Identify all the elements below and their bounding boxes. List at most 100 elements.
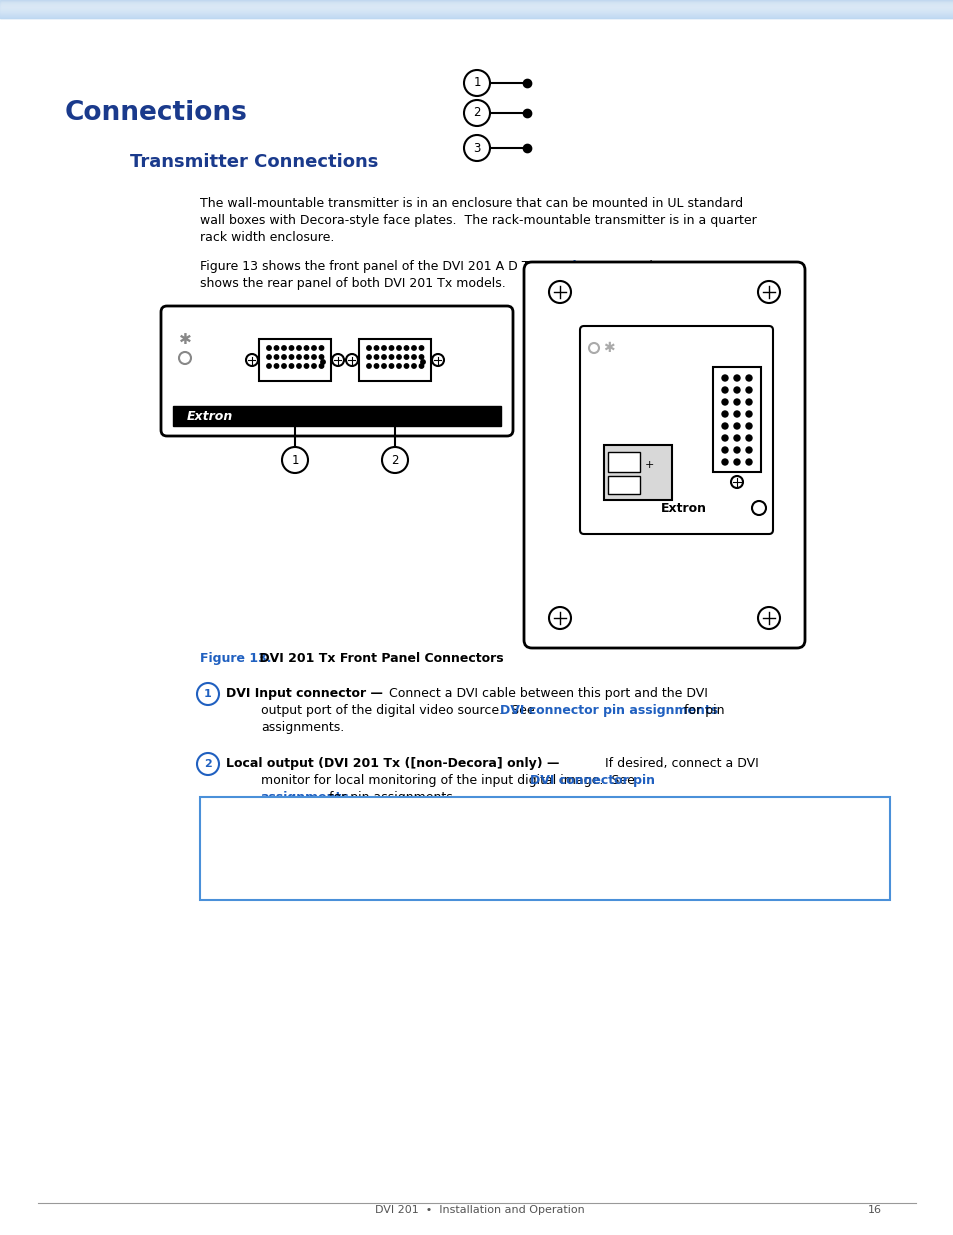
- Text: 16: 16: [867, 1205, 882, 1215]
- Circle shape: [733, 435, 740, 441]
- Circle shape: [745, 435, 751, 441]
- Circle shape: [296, 364, 301, 368]
- Circle shape: [745, 459, 751, 466]
- Circle shape: [274, 346, 278, 351]
- Circle shape: [389, 364, 394, 368]
- Circle shape: [312, 346, 315, 351]
- Circle shape: [289, 346, 294, 351]
- Text: output port of the digital video source.  See: output port of the digital video source.…: [261, 704, 538, 718]
- Text: 3: 3: [473, 142, 480, 154]
- Circle shape: [721, 447, 727, 453]
- Circle shape: [745, 387, 751, 393]
- Circle shape: [721, 375, 727, 382]
- Text: 2: 2: [473, 106, 480, 120]
- Text: DVI connector pin assignments: DVI connector pin assignments: [499, 704, 718, 718]
- Circle shape: [733, 387, 740, 393]
- Text: for pin: for pin: [679, 704, 723, 718]
- Text: DVI connector pin: DVI connector pin: [530, 774, 655, 787]
- Text: Connections: Connections: [65, 100, 248, 126]
- Circle shape: [319, 364, 323, 368]
- Circle shape: [396, 364, 401, 368]
- Circle shape: [588, 343, 598, 353]
- Circle shape: [420, 359, 425, 364]
- Circle shape: [374, 354, 378, 359]
- Bar: [607, 452, 639, 472]
- Circle shape: [304, 346, 309, 351]
- Circle shape: [721, 399, 727, 405]
- Circle shape: [758, 282, 780, 303]
- Text: NOTE:: NOTE:: [214, 811, 258, 824]
- Circle shape: [332, 354, 344, 366]
- Circle shape: [745, 399, 751, 405]
- Circle shape: [419, 346, 423, 351]
- FancyBboxPatch shape: [579, 326, 772, 534]
- Circle shape: [745, 375, 751, 382]
- Bar: [0, 0, 953, 19]
- Circle shape: [196, 683, 219, 705]
- Text: 1: 1: [291, 453, 298, 467]
- Text: Figure 14: Figure 14: [563, 261, 630, 273]
- Circle shape: [396, 354, 401, 359]
- Text: shows the rear panel of both DVI 201 Tx models.: shows the rear panel of both DVI 201 Tx …: [200, 277, 505, 290]
- Circle shape: [246, 354, 257, 366]
- Text: for pin assignments.: for pin assignments.: [325, 790, 456, 804]
- Text: Extron: Extron: [187, 410, 233, 422]
- Circle shape: [432, 354, 443, 366]
- Circle shape: [730, 475, 742, 488]
- Circle shape: [745, 447, 751, 453]
- Text: rack width enclosure.: rack width enclosure.: [200, 231, 334, 245]
- Circle shape: [733, 399, 740, 405]
- Circle shape: [381, 364, 386, 368]
- Text: ✱: ✱: [178, 332, 192, 347]
- Text: , in: , in: [523, 845, 547, 858]
- Circle shape: [304, 364, 309, 368]
- Circle shape: [381, 346, 386, 351]
- Circle shape: [296, 354, 301, 359]
- Text: DVI 201  •  Installation and Operation: DVI 201 • Installation and Operation: [375, 1205, 584, 1215]
- Text: DVI Input connector —: DVI Input connector —: [226, 687, 382, 700]
- Circle shape: [733, 459, 740, 466]
- Circle shape: [404, 354, 408, 359]
- Circle shape: [404, 364, 408, 368]
- Circle shape: [319, 354, 323, 359]
- Circle shape: [745, 424, 751, 429]
- Text: DVI 201 Tx Front Panel Connectors: DVI 201 Tx Front Panel Connectors: [254, 652, 503, 664]
- Text: If desired, connect a DVI: If desired, connect a DVI: [600, 757, 758, 769]
- Circle shape: [320, 359, 325, 364]
- Circle shape: [733, 375, 740, 382]
- Circle shape: [289, 364, 294, 368]
- Circle shape: [381, 354, 386, 359]
- Text: 2: 2: [204, 760, 212, 769]
- Circle shape: [281, 364, 286, 368]
- Circle shape: [366, 364, 371, 368]
- Circle shape: [751, 501, 765, 515]
- Circle shape: [196, 753, 219, 776]
- Circle shape: [319, 346, 323, 351]
- Circle shape: [374, 364, 378, 368]
- Bar: [712, 367, 760, 472]
- Circle shape: [404, 346, 408, 351]
- Bar: [258, 338, 331, 382]
- Circle shape: [745, 411, 751, 417]
- Circle shape: [374, 346, 378, 351]
- Circle shape: [389, 354, 394, 359]
- FancyBboxPatch shape: [161, 306, 513, 436]
- Text: , on the next page,: , on the next page,: [617, 261, 735, 273]
- Circle shape: [463, 100, 490, 126]
- Text: 2: 2: [391, 453, 398, 467]
- Text: The wall-mountable transmitter is in an enclosure that can be mounted in UL stan: The wall-mountable transmitter is in an …: [200, 198, 742, 210]
- Text: item ⓑ: item ⓑ: [485, 845, 529, 858]
- Text: Extron: Extron: [660, 501, 706, 515]
- Circle shape: [267, 364, 271, 368]
- Circle shape: [381, 447, 408, 473]
- Text: In a system where the local output is not used, ensure that you power up: In a system where the local output is no…: [260, 811, 727, 824]
- Circle shape: [721, 387, 727, 393]
- Circle shape: [419, 364, 423, 368]
- Circle shape: [721, 459, 727, 466]
- Text: assignments: assignments: [261, 790, 350, 804]
- Text: Local output (DVI 201 Tx ([non-Decora] only) —: Local output (DVI 201 Tx ([non-Decora] o…: [226, 757, 558, 769]
- Circle shape: [463, 135, 490, 161]
- Text: Transmitter Connections: Transmitter Connections: [130, 153, 378, 170]
- Circle shape: [281, 346, 286, 351]
- Circle shape: [267, 354, 271, 359]
